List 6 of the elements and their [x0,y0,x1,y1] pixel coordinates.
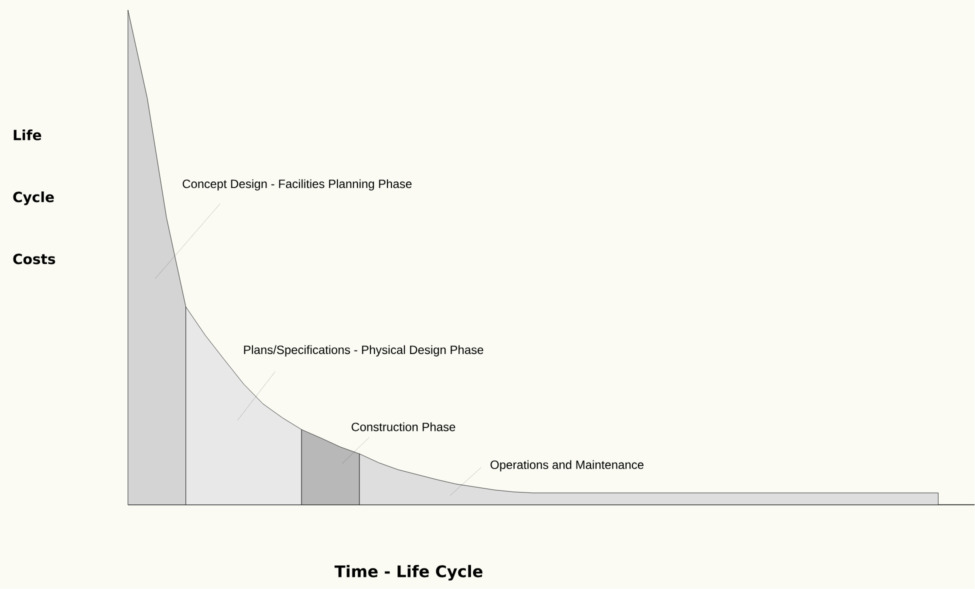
series-label: Concept Design - Facilities Planning Phase [182,179,412,191]
series-label: Operations and Maintenance [490,460,644,472]
x-axis-title: Time - Life Cycle [334,565,482,581]
series-label: Construction Phase [352,422,456,432]
text: Life Cycle Costs [13,130,56,264]
series-label: Plans/Specifications - Physical Design Phase [244,345,484,357]
